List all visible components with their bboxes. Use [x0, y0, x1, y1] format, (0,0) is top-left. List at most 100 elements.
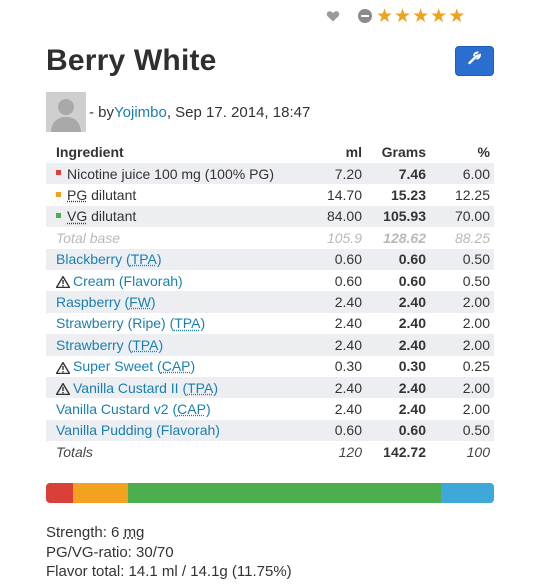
- flavor-link[interactable]: Cream (Flavorah): [73, 273, 183, 289]
- percent-cell: 2.00: [462, 315, 490, 332]
- manufacturer-abbr[interactable]: TPA: [132, 336, 159, 353]
- manufacturer-abbr[interactable]: TPA: [174, 315, 201, 332]
- manufacturer-abbr[interactable]: TPA: [187, 379, 214, 396]
- ingredient-cell: Blackberry (TPA): [46, 248, 302, 270]
- flavor-link[interactable]: Vanilla Custard II (TPA): [73, 380, 218, 396]
- flavor-link[interactable]: Blackberry (TPA): [56, 251, 162, 267]
- header-ingredient: Ingredient: [56, 144, 124, 160]
- ingredient-name: Nicotine juice 100 mg (100% PG): [67, 165, 274, 182]
- flavor-link[interactable]: Strawberry (Ripe) (TPA): [56, 315, 205, 331]
- header-grams: Grams: [381, 144, 426, 160]
- flavor-name[interactable]: Super Sweet (: [73, 358, 162, 375]
- flavor-name[interactable]: Strawberry (Ripe) (: [56, 315, 175, 332]
- flavor-paren[interactable]: ): [190, 358, 196, 375]
- table-row: Cream (Flavorah) 0.60 0.60 0.50: [46, 270, 494, 291]
- flavor-link[interactable]: Raspberry (FW): [56, 294, 156, 310]
- ml-cell: 2.40: [302, 291, 366, 313]
- ingredient-cell: Super Sweet (CAP): [46, 356, 302, 377]
- grams-cell: 0.60: [398, 272, 426, 289]
- table-row: Strawberry (Ripe) (TPA) 2.40 2.40 2.00: [46, 313, 494, 334]
- ingredient-cell: PG dilutant: [46, 184, 302, 205]
- totals-row: Totals 120 142.72 100: [46, 441, 494, 462]
- grams-cell: 0.30: [398, 358, 426, 375]
- ml-cell: 14.70: [326, 187, 362, 204]
- manufacturer-abbr[interactable]: CAP: [177, 400, 206, 417]
- edit-button[interactable]: [455, 46, 494, 76]
- minus-icon[interactable]: [358, 9, 372, 23]
- table-row: VG dilutant 84.00 105.93 70.00: [46, 205, 494, 228]
- ingredient-cell: VG dilutant: [46, 205, 302, 228]
- strength-unit: mg: [123, 524, 145, 541]
- grams-cell: 0.60: [366, 248, 430, 270]
- table-row: Blackberry (TPA) 0.60 0.60 0.50: [46, 248, 494, 270]
- ingredient-abbr: VG: [67, 208, 88, 225]
- ingredient-cell: Nicotine juice 100 mg (100% PG): [46, 163, 302, 185]
- strength-line: Strength: 6 mg: [46, 523, 292, 543]
- ml-cell: 2.40: [334, 315, 362, 332]
- table-row: Super Sweet (CAP) 0.30 0.30 0.25: [46, 356, 494, 377]
- ml-cell: 105.9: [326, 229, 362, 246]
- ml-cell: 0.60: [302, 419, 366, 442]
- flavor-name[interactable]: Vanilla Pudding (Flavorah): [56, 422, 220, 439]
- ml-cell: 0.60: [302, 248, 366, 270]
- flavor-link[interactable]: Vanilla Custard v2 (CAP): [56, 401, 211, 417]
- bar-segment-vg: [127, 483, 442, 503]
- star-rating[interactable]: ★★★★★: [375, 6, 465, 27]
- flavor-name[interactable]: Blackberry (: [56, 251, 131, 268]
- flavor-paren[interactable]: ): [156, 251, 162, 268]
- star-icon[interactable]: ★: [412, 4, 430, 27]
- star-icon[interactable]: ★: [448, 4, 466, 27]
- percent-cell: 88.25: [454, 229, 490, 246]
- flavor-paren[interactable]: ): [150, 294, 156, 311]
- flavor-paren[interactable]: ): [205, 400, 211, 417]
- bar-segment-flavor: [441, 483, 494, 503]
- flavor-paren[interactable]: ): [200, 315, 206, 332]
- color-swatch: [56, 213, 61, 219]
- ingredient-name: dilutant: [87, 208, 137, 225]
- flavor-paren[interactable]: ): [213, 379, 218, 396]
- flavor-name[interactable]: Raspberry (: [56, 294, 130, 311]
- star-icon[interactable]: ★: [394, 4, 412, 27]
- manufacturer-abbr[interactable]: TPA: [130, 251, 157, 268]
- author-link[interactable]: Yojimbo: [114, 103, 167, 121]
- flavor-name[interactable]: Vanilla Custard v2 (: [56, 400, 178, 417]
- ingredient-cell: Total base: [56, 229, 121, 246]
- ingredient-abbr: PG: [67, 187, 88, 204]
- ml-cell: 2.40: [302, 376, 366, 399]
- ml-cell: 2.40: [302, 334, 366, 356]
- heart-icon[interactable]: [326, 9, 340, 23]
- avatar: [46, 92, 86, 132]
- percent-cell: 2.00: [430, 291, 494, 313]
- star-icon[interactable]: ★: [376, 4, 394, 27]
- flavor-link[interactable]: Super Sweet (CAP): [73, 358, 195, 374]
- bar-segment-nicotine: [46, 483, 73, 503]
- ml-cell: 7.20: [302, 163, 366, 185]
- flavor-name[interactable]: Strawberry (: [56, 336, 133, 353]
- ingredient-cell: Vanilla Custard v2 (CAP): [46, 398, 302, 419]
- percent-cell: 70.00: [430, 205, 494, 228]
- percent-cell: 2.00: [462, 400, 490, 417]
- ingredient-cell: Strawberry (TPA): [46, 334, 302, 356]
- author-line: - by Yojimbo, Sep 17. 2014, 18:47: [46, 92, 310, 132]
- color-swatch: [56, 191, 61, 197]
- flavor-name[interactable]: Cream (Flavorah): [73, 272, 183, 289]
- recipe-stats: Strength: 6 mg PG/VG-ratio: 30/70 Flavor…: [46, 523, 292, 582]
- manufacturer-abbr[interactable]: CAP: [161, 358, 191, 375]
- composition-bar: [46, 483, 494, 503]
- warning-icon: [55, 275, 71, 289]
- flavor-link[interactable]: Strawberry (TPA): [56, 337, 163, 353]
- total-base-row: Total base 105.9 128.62 88.25: [46, 227, 494, 248]
- header-ml: ml: [345, 144, 362, 160]
- flavor-name[interactable]: Vanilla Custard II (: [73, 379, 188, 396]
- ingredient-table: Ingredient ml Grams % Nicotine juice 100…: [46, 141, 494, 462]
- percent-cell: 6.00: [430, 163, 494, 185]
- header-percent: %: [477, 144, 490, 160]
- flavor-link[interactable]: Vanilla Pudding (Flavorah): [56, 422, 220, 438]
- grams-cell: 0.60: [366, 419, 430, 442]
- pgvg-ratio: PG/VG-ratio: 30/70: [46, 543, 174, 561]
- bar-segment-pg: [72, 483, 128, 503]
- grams-cell: 2.40: [366, 291, 430, 313]
- manufacturer-abbr[interactable]: FW: [129, 294, 151, 311]
- star-icon[interactable]: ★: [430, 4, 448, 27]
- flavor-paren[interactable]: ): [158, 336, 164, 353]
